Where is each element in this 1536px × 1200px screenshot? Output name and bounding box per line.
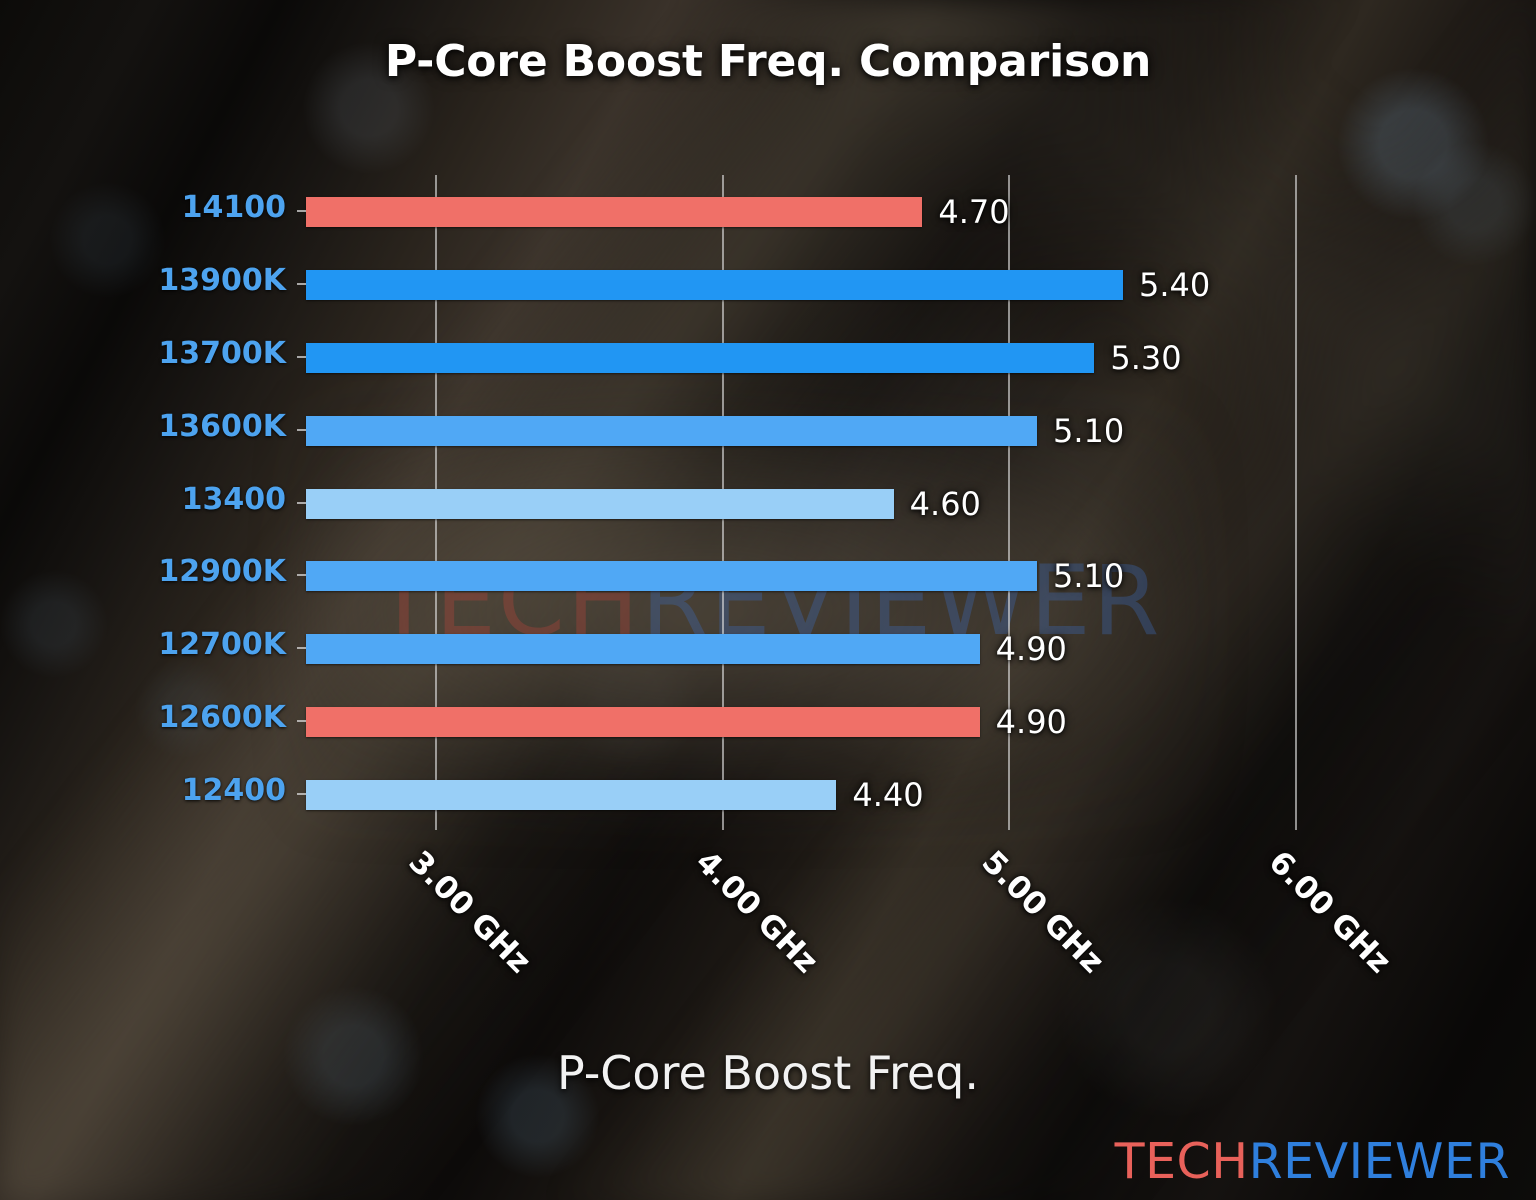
- y-tick-mark: [297, 574, 306, 577]
- bar-value-label: 5.30: [1110, 338, 1182, 377]
- y-tick-mark: [297, 647, 306, 650]
- y-tick-label-12400: 12400: [181, 772, 286, 808]
- bar-value-label: 5.10: [1053, 557, 1125, 596]
- bar-row: 5.40: [306, 266, 1381, 304]
- bar-row: 5.30: [306, 339, 1381, 377]
- y-tick-mark: [297, 210, 306, 213]
- y-tick-mark: [297, 501, 306, 504]
- chart-title: P-Core Boost Freq. Comparison: [384, 36, 1152, 87]
- gridline-5-00-ghz: [1008, 175, 1011, 830]
- bar-13700K[interactable]: [306, 342, 1095, 373]
- bar-12400[interactable]: [306, 779, 837, 810]
- logo-reviewer: REVIEWER: [1248, 1133, 1510, 1190]
- bar-row: 4.40: [306, 776, 1381, 814]
- y-tick-label-13900K: 13900K: [158, 263, 286, 299]
- y-tick-mark: [297, 792, 306, 795]
- bar-row: 4.90: [306, 703, 1381, 741]
- x-axis-title: P-Core Boost Freq.: [556, 1046, 980, 1100]
- bar-12900K[interactable]: [306, 561, 1037, 592]
- y-tick-label-13700K: 13700K: [158, 335, 286, 371]
- y-tick-mark: [297, 283, 306, 286]
- bar-13400[interactable]: [306, 488, 894, 519]
- y-tick-mark: [297, 428, 306, 431]
- bar-row: 5.10: [306, 557, 1381, 595]
- bar-13600K[interactable]: [306, 415, 1037, 446]
- y-tick-mark: [297, 355, 306, 358]
- bar-13900K[interactable]: [306, 270, 1123, 301]
- bar-row: 4.70: [306, 193, 1381, 231]
- bar-row: 4.90: [306, 630, 1381, 668]
- logo-tech: TECH: [1114, 1133, 1249, 1190]
- bar-value-label: 5.10: [1053, 411, 1125, 450]
- gridline-6-00-ghz: [1295, 175, 1297, 830]
- bar-row: 4.60: [306, 485, 1381, 523]
- bar-value-label: 4.40: [852, 775, 924, 814]
- techreviewer-logo: TECHREVIEWER: [1115, 1133, 1510, 1190]
- bar-value-label: 4.70: [938, 193, 1010, 232]
- y-tick-mark: [297, 719, 306, 722]
- background-glow: [300, 400, 1200, 820]
- bar-value-label: 4.90: [995, 702, 1067, 741]
- bar-12700K[interactable]: [306, 634, 980, 665]
- y-tick-label-13400: 13400: [181, 481, 286, 517]
- y-tick-label-12700K: 12700K: [158, 627, 286, 663]
- y-tick-label-12600K: 12600K: [158, 699, 286, 735]
- plot-area: 4.70 5.40 5.30 5.10 4.60 5.10 4.90 4.90 4.40: [306, 175, 1381, 830]
- bar-value-label: 4.60: [909, 484, 981, 523]
- y-tick-label-14100: 14100: [181, 190, 286, 226]
- bar-12600K[interactable]: [306, 706, 980, 737]
- bar-value-label: 4.90: [995, 630, 1067, 669]
- bar-row: 5.10: [306, 412, 1381, 450]
- bar-value-label: 5.40: [1139, 266, 1211, 305]
- bar-14100[interactable]: [306, 197, 923, 228]
- y-tick-label-12900K: 12900K: [158, 554, 286, 590]
- y-tick-label-13600K: 13600K: [158, 408, 286, 444]
